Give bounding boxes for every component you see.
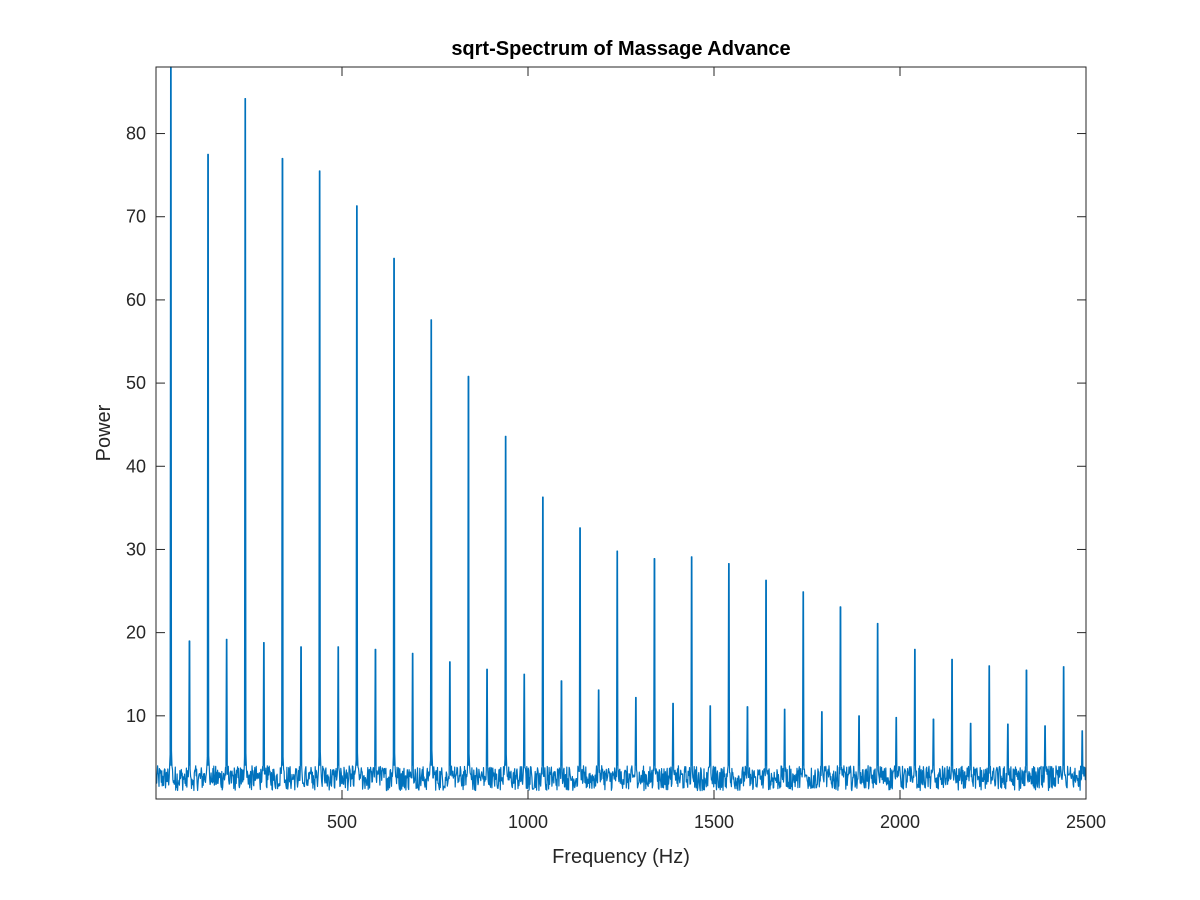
y-tick-label: 70 [126,207,146,227]
x-tick-label: 2000 [880,812,920,832]
tick-layer: 500 1000 1500 2000 2500 10 20 30 40 50 60 70 80 [126,67,1106,832]
y-axis-title: Power [93,404,115,461]
x-tick-label: 2500 [1066,812,1106,832]
series-layer [155,66,1086,792]
x-tick-label: 1000 [508,812,548,832]
chart-title: sqrt-Spectrum of Massage Advance [451,38,790,60]
y-tick-label: 40 [126,456,146,476]
axes-box [155,66,1087,800]
y-tick-label: 10 [126,706,146,726]
spectrum-series-line [155,66,1086,792]
y-tick-label: 60 [126,290,146,310]
x-tick-label: 1500 [694,812,734,832]
x-axis-title: Frequency (Hz) [552,846,690,868]
y-tick-label: 20 [126,623,146,643]
x-tick-label: 500 [327,812,357,832]
y-tick-label: 50 [126,373,146,393]
y-tick-label: 30 [126,539,146,559]
y-tick-label: 80 [126,124,146,144]
plot-area [156,67,1086,799]
